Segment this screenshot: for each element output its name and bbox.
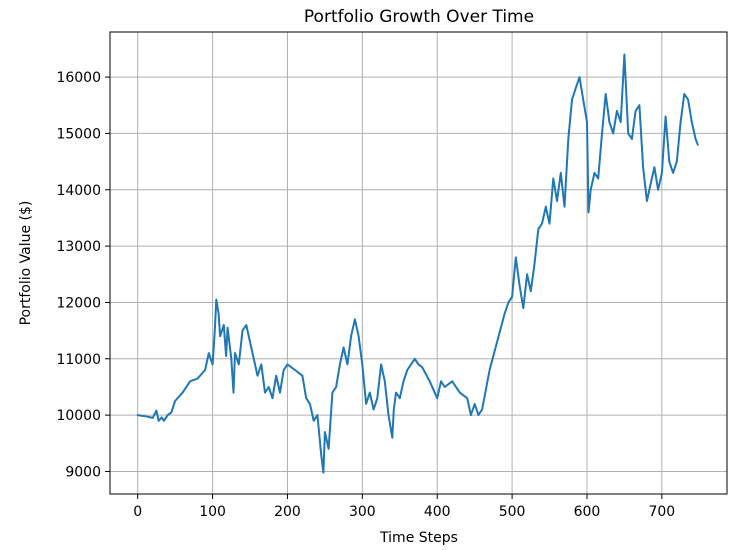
y-tick-label: 16000 — [56, 70, 101, 86]
axis-ticks: 0 100 200 300 400 500 600 700 9000 10000 11000 1200… — [56, 70, 675, 520]
x-tick-label: 700 — [648, 504, 675, 520]
chart-title: Portfolio Growth Over Time — [304, 7, 534, 27]
x-axis-label: Time Steps — [379, 530, 458, 546]
y-tick-label: 14000 — [56, 183, 101, 199]
x-tick-label: 0 — [133, 504, 142, 520]
y-tick-label: 9000 — [65, 464, 101, 480]
x-tick-label: 100 — [199, 504, 226, 520]
grid-lines — [110, 32, 727, 494]
x-tick-label: 300 — [349, 504, 376, 520]
y-tick-label: 10000 — [56, 408, 101, 424]
series-layer — [136, 53, 699, 474]
x-tick-label: 500 — [499, 504, 526, 520]
x-tick-label: 200 — [274, 504, 301, 520]
x-tick-label: 600 — [574, 504, 601, 520]
portfolio-value-line — [136, 53, 699, 474]
y-tick-label: 12000 — [56, 295, 101, 311]
y-tick-label: 11000 — [56, 352, 101, 368]
x-tick-label: 400 — [424, 504, 451, 520]
y-axis-label: Portfolio Value ($) — [18, 201, 34, 326]
y-tick-label: 13000 — [56, 239, 101, 255]
y-tick-label: 15000 — [56, 126, 101, 142]
plot-frame — [109, 31, 728, 495]
